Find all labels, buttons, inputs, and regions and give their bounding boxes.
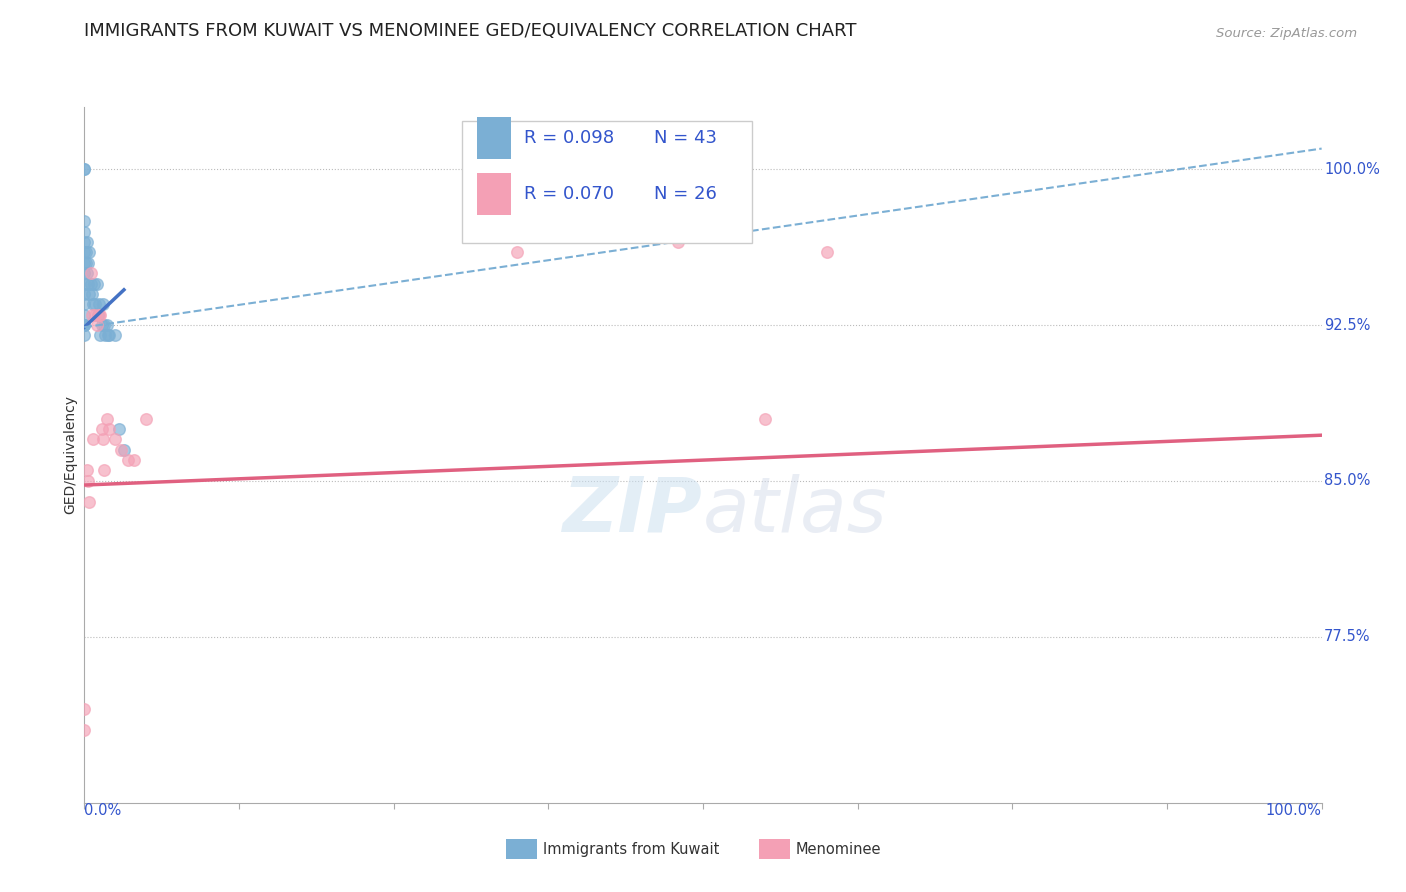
- Point: [89, 297, 111, 311]
- Point: [79, 266, 101, 280]
- Point: [73, 318, 96, 332]
- Text: N = 26: N = 26: [654, 185, 717, 203]
- Point: [76, 266, 98, 280]
- Text: N = 43: N = 43: [654, 129, 717, 147]
- Point: [77, 256, 100, 270]
- Point: [73, 235, 96, 249]
- Point: [79, 287, 101, 301]
- Point: [98, 422, 121, 436]
- Point: [75, 245, 97, 260]
- Point: [117, 453, 139, 467]
- Point: [112, 442, 135, 457]
- Text: R = 0.098: R = 0.098: [523, 129, 614, 147]
- Point: [73, 245, 96, 260]
- Point: [77, 474, 100, 488]
- Point: [73, 277, 96, 291]
- Point: [73, 723, 96, 738]
- Point: [73, 162, 96, 177]
- Point: [73, 308, 96, 322]
- Point: [76, 235, 98, 249]
- Text: Immigrants from Kuwait: Immigrants from Kuwait: [543, 842, 718, 856]
- Text: 0.0%: 0.0%: [84, 803, 121, 818]
- Text: atlas: atlas: [703, 474, 887, 548]
- Text: 100.0%: 100.0%: [1324, 161, 1381, 177]
- Point: [73, 256, 96, 270]
- Point: [83, 277, 105, 291]
- Point: [86, 318, 108, 332]
- Point: [73, 297, 96, 311]
- Point: [90, 318, 112, 332]
- Point: [104, 433, 127, 447]
- Point: [73, 702, 96, 716]
- Point: [79, 245, 101, 260]
- Bar: [461, 121, 752, 243]
- Point: [82, 297, 104, 311]
- Point: [77, 277, 100, 291]
- Text: 92.5%: 92.5%: [1324, 318, 1371, 333]
- Text: Source: ZipAtlas.com: Source: ZipAtlas.com: [1216, 27, 1357, 40]
- Point: [754, 411, 776, 425]
- Point: [89, 308, 111, 322]
- Text: 100.0%: 100.0%: [1265, 803, 1322, 818]
- Point: [98, 328, 121, 343]
- Point: [104, 328, 127, 343]
- Point: [73, 266, 96, 280]
- Point: [73, 318, 96, 332]
- Point: [94, 328, 117, 343]
- Y-axis label: GED/Equivalency: GED/Equivalency: [63, 395, 77, 515]
- Point: [89, 308, 111, 322]
- Text: Menominee: Menominee: [796, 842, 882, 856]
- Point: [93, 463, 115, 477]
- Point: [73, 162, 96, 177]
- Point: [89, 328, 111, 343]
- Point: [108, 422, 131, 436]
- Point: [91, 433, 114, 447]
- Text: 85.0%: 85.0%: [1324, 474, 1371, 489]
- Point: [80, 287, 103, 301]
- Bar: [477, 173, 512, 215]
- Text: R = 0.070: R = 0.070: [523, 185, 613, 203]
- Point: [96, 411, 118, 425]
- Point: [75, 256, 97, 270]
- Point: [84, 297, 107, 311]
- Point: [73, 318, 96, 332]
- Point: [135, 411, 157, 425]
- Point: [506, 245, 529, 260]
- Point: [93, 318, 115, 332]
- Point: [96, 318, 118, 332]
- Point: [97, 328, 120, 343]
- Point: [76, 463, 98, 477]
- Text: ZIP: ZIP: [564, 474, 703, 548]
- Point: [110, 442, 132, 457]
- Point: [91, 297, 114, 311]
- Point: [79, 277, 101, 291]
- Text: 77.5%: 77.5%: [1324, 629, 1371, 644]
- Point: [86, 277, 108, 291]
- Text: IMMIGRANTS FROM KUWAIT VS MENOMINEE GED/EQUIVALENCY CORRELATION CHART: IMMIGRANTS FROM KUWAIT VS MENOMINEE GED/…: [84, 22, 856, 40]
- Point: [73, 287, 96, 301]
- Point: [73, 225, 96, 239]
- Point: [84, 308, 107, 322]
- Point: [80, 308, 103, 322]
- Point: [82, 433, 104, 447]
- Point: [90, 422, 112, 436]
- Point: [122, 453, 145, 467]
- Point: [666, 235, 689, 249]
- Point: [73, 328, 96, 343]
- Point: [87, 308, 110, 322]
- Bar: [477, 118, 512, 159]
- Point: [73, 214, 96, 228]
- Point: [815, 245, 838, 260]
- Point: [79, 494, 101, 508]
